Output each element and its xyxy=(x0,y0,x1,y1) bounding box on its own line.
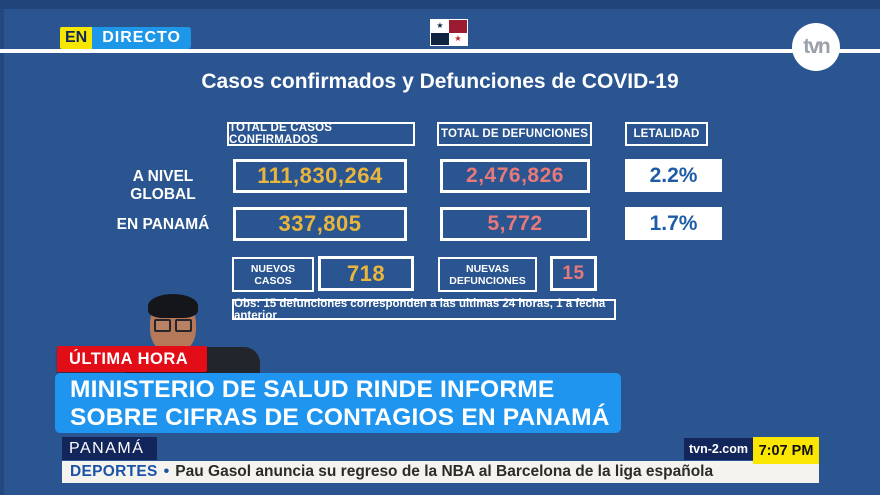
live-badge: EN DIRECTO xyxy=(60,27,191,49)
headline-line1: MINISTERIO DE SALUD RINDE INFORME xyxy=(70,376,555,403)
location-tag: PANAMÁ xyxy=(62,437,157,460)
headline-line2: SOBRE CIFRAS DE CONTAGIOS EN PANAMÁ xyxy=(70,404,610,431)
flag-quadrant-white-blue-star: ★ xyxy=(431,20,449,33)
reporter-hair xyxy=(148,294,198,318)
live-badge-directo: DIRECTO xyxy=(92,27,191,49)
top-edge-strip xyxy=(0,0,880,9)
panama-flag-icon: ★ ★ xyxy=(430,19,468,46)
new-deaths-label-box: NUEVAS DEFUNCIONES xyxy=(438,257,537,292)
live-badge-en: EN xyxy=(60,27,93,49)
column-header-deaths: TOTAL DE DEFUNCIONES xyxy=(437,122,592,146)
ticker-bullet-icon: • xyxy=(163,463,170,480)
value-panama-deaths: 5,772 xyxy=(440,207,590,241)
horizontal-divider-line xyxy=(0,49,880,53)
ticker-category: DEPORTES xyxy=(70,463,158,480)
ticker-headline: Pau Gasol anuncia su regreso de la NBA a… xyxy=(175,463,714,480)
value-global-lethality: 2.2% xyxy=(625,159,722,192)
row-label-panama: EN PANAMÁ xyxy=(116,216,210,233)
new-cases-label-box: NUEVOS CASOS xyxy=(232,257,314,292)
headline-banner: MINISTERIO DE SALUD RINDE INFORME SOBRE … xyxy=(55,373,621,433)
website-tag: tvn-2.com xyxy=(684,438,753,460)
board-title: Casos confirmados y Defunciones de COVID… xyxy=(201,70,679,93)
flag-quadrant-white-red-star: ★ xyxy=(449,32,467,45)
column-header-confirmed: TOTAL DE CASOS CONFIRMADOS xyxy=(227,122,415,146)
tvn-logo-text: tvn xyxy=(803,35,830,58)
value-panama-confirmed: 337,805 xyxy=(233,207,407,241)
new-deaths-value-box: 15 xyxy=(550,256,597,291)
tvn-logo: tvn xyxy=(792,23,840,71)
value-global-deaths: 2,476,826 xyxy=(440,159,590,193)
value-panama-lethality: 1.7% xyxy=(625,207,722,240)
news-ticker: DEPORTES • Pau Gasol anuncia su regreso … xyxy=(62,461,819,483)
value-global-confirmed: 111,830,264 xyxy=(233,159,407,193)
reporter-glasses xyxy=(154,318,192,332)
flag-quadrant-navy xyxy=(431,32,449,45)
time-display: 7:07 PM xyxy=(753,437,819,464)
column-header-lethality: LETALIDAD xyxy=(625,122,708,146)
new-cases-value-box: 718 xyxy=(318,256,414,291)
row-label-global: A NIVEL GLOBAL xyxy=(130,168,196,203)
flag-quadrant-red xyxy=(449,20,467,33)
observation-note: Obs: 15 defunciones corresponden a las u… xyxy=(232,298,616,322)
left-edge-strip xyxy=(0,0,4,495)
breaking-news-badge: ÚLTIMA HORA xyxy=(57,346,207,372)
